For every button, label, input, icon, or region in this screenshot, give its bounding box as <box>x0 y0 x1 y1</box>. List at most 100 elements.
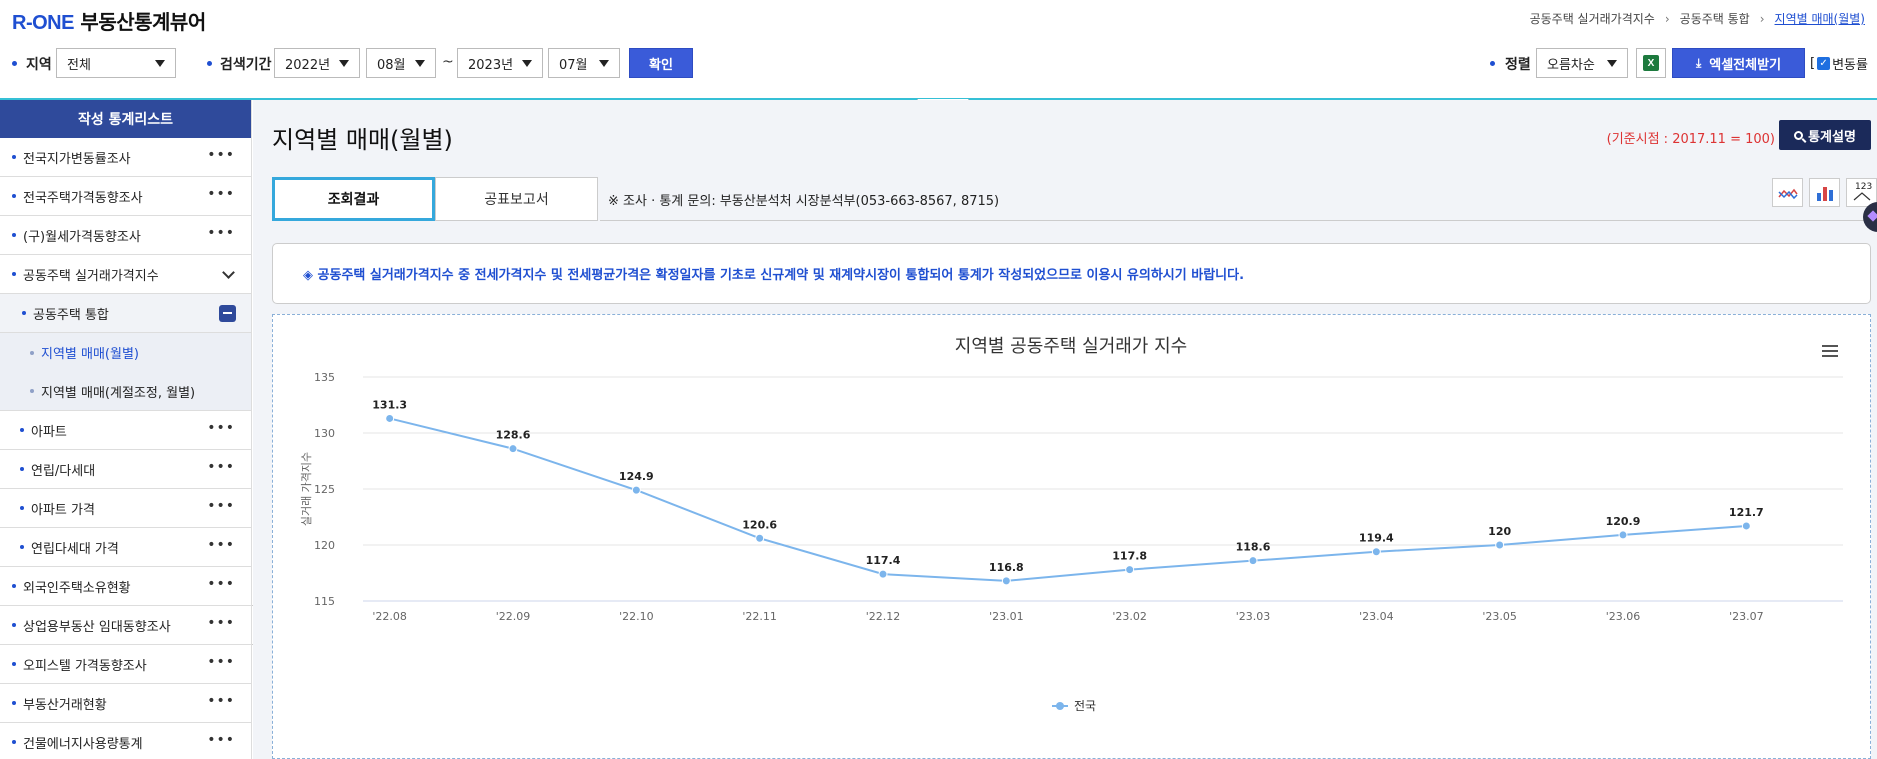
sidebar-leaf-active[interactable]: 지역별 매매(월별) <box>0 333 251 372</box>
x-tick-label: '23.04 <box>1359 610 1394 623</box>
confirm-button[interactable]: 확인 <box>629 48 693 78</box>
sidebar-subitem[interactable]: 연립/다세대 ••• <box>0 450 251 489</box>
more-icon[interactable]: ••• <box>207 693 235 709</box>
sidebar-item[interactable]: 상업용부동산 임대동향조사 ••• <box>0 606 251 645</box>
excel-icon: X <box>1643 55 1659 71</box>
sidebar-item-label: 아파트 <box>31 424 67 440</box>
table-icon <box>1853 192 1870 201</box>
chart-title: 지역별 공동주택 실거래가 지수 <box>955 336 1187 357</box>
sidebar-subitem[interactable]: 연립다세대 가격 ••• <box>0 528 251 567</box>
change-rate-toggle[interactable]: [ ✓ 변동률 <box>1810 54 1868 73</box>
start-month-select[interactable]: 08월 <box>366 48 436 78</box>
data-label: 120 <box>1488 525 1511 538</box>
start-year-value: 2022년 <box>285 57 331 73</box>
sidebar-item-expanded[interactable]: 공동주택 실거래가격지수 <box>0 255 251 294</box>
bullet-icon <box>20 545 24 549</box>
bullet-icon <box>20 506 24 510</box>
x-tick-label: '23.02 <box>1112 610 1147 623</box>
data-label: 119.4 <box>1359 532 1394 545</box>
change-rate-label: 변동률 <box>1832 58 1868 73</box>
sidebar-item-label: 지역별 매매(월별) <box>41 347 139 362</box>
sidebar-item[interactable]: 전국주택가격동향조사 ••• <box>0 177 251 216</box>
sidebar-subitem[interactable]: 아파트 ••• <box>0 411 251 450</box>
sidebar-item-label: 상업용부동산 임대동향조사 <box>23 619 171 635</box>
tab-results[interactable]: 조회결과 <box>272 177 435 221</box>
line-chart-icon <box>1777 188 1798 200</box>
menu-icon[interactable] <box>1822 345 1838 357</box>
end-year-value: 2023년 <box>468 57 514 73</box>
sidebar-item[interactable]: (구)월세가격동향조사 ••• <box>0 216 251 255</box>
y-tick-label: 120 <box>314 539 335 552</box>
data-label: 120.9 <box>1606 515 1641 528</box>
sidebar-item[interactable]: 오피스텔 가격동향조사 ••• <box>0 645 251 684</box>
logo-text: 부동산통계뷰어 <box>80 10 206 34</box>
sort-select[interactable]: 오름차순 <box>1536 48 1628 78</box>
excel-download-button[interactable]: ⤓ 엑셀전체받기 <box>1672 48 1805 78</box>
data-label: 117.8 <box>1112 550 1147 563</box>
sidebar-item-label: 전국주택가격동향조사 <box>23 190 143 206</box>
sidebar-item[interactable]: 외국인주택소유현황 ••• <box>0 567 251 606</box>
table-view-icon: 123 <box>1855 182 1873 192</box>
more-icon[interactable]: ••• <box>207 459 235 475</box>
bullet-icon <box>12 623 16 627</box>
more-icon[interactable]: ••• <box>207 576 235 592</box>
chevron-right-icon: › <box>1759 11 1765 26</box>
inquiry-contact: ※ 조사 · 통계 문의: 부동산분석처 시장분석부(053-663-8567,… <box>608 194 1000 209</box>
assistant-fab-icon[interactable] <box>1863 202 1877 232</box>
end-year-select[interactable]: 2023년 <box>457 48 543 78</box>
caret-down-icon <box>339 59 349 67</box>
caret-down-icon <box>1607 59 1617 67</box>
more-icon[interactable]: ••• <box>207 732 235 748</box>
main-content: 지역별 매매(월별) (기준시점 : 2017.11 = 100) 통계설명 조… <box>253 100 1877 759</box>
more-icon[interactable]: ••• <box>207 186 235 202</box>
sidebar-item[interactable]: 건물에너지사용량통계 ••• <box>0 723 251 759</box>
sidebar-item-label: 부동산거래현황 <box>23 697 107 713</box>
breadcrumb-item[interactable]: 공동주택 통합 <box>1679 12 1750 26</box>
bar-icon-part <box>1828 190 1833 201</box>
tab-divider <box>600 220 1877 221</box>
end-month-select[interactable]: 07월 <box>548 48 620 78</box>
y-tick-label: 130 <box>314 427 335 440</box>
checkbox-checked-icon[interactable]: ✓ <box>1817 57 1831 70</box>
x-tick-label: '23.07 <box>1729 610 1764 623</box>
excel-icon-button[interactable]: X <box>1636 48 1666 78</box>
bullet-icon <box>12 194 16 198</box>
stat-description-label: 통계설명 <box>1808 129 1856 145</box>
minus-icon[interactable] <box>219 305 236 322</box>
more-icon[interactable]: ••• <box>207 225 235 241</box>
bullet-icon <box>12 155 16 159</box>
breadcrumb-current[interactable]: 지역별 매매(월별) <box>1774 12 1865 26</box>
stat-description-button[interactable]: 통계설명 <box>1779 120 1871 150</box>
more-icon[interactable]: ••• <box>207 498 235 514</box>
bullet-icon <box>12 740 16 744</box>
bar-chart-view-button[interactable] <box>1809 178 1840 207</box>
sidebar-item-label: 아파트 가격 <box>31 502 95 518</box>
more-icon[interactable]: ••• <box>207 147 235 163</box>
sidebar-leaf[interactable]: 지역별 매매(계절조정, 월별) <box>0 372 251 411</box>
bar-icon-part <box>1822 187 1827 201</box>
region-label: 지역 <box>26 57 52 73</box>
sidebar-subitem[interactable]: 아파트 가격 ••• <box>0 489 251 528</box>
sidebar-subitem[interactable]: 공동주택 통합 <box>0 294 251 333</box>
data-point <box>1001 576 1011 586</box>
sidebar-item[interactable]: 전국지가변동률조사 ••• <box>0 138 251 177</box>
y-tick-label: 125 <box>314 483 335 496</box>
app-logo[interactable]: R-ONE 부동산통계뷰어 <box>12 6 206 35</box>
more-icon[interactable]: ••• <box>207 537 235 553</box>
breadcrumb-item[interactable]: 공동주택 실거래가격지수 <box>1529 12 1655 26</box>
more-icon[interactable]: ••• <box>207 420 235 436</box>
bullet-icon <box>22 311 26 315</box>
more-icon[interactable]: ••• <box>207 654 235 670</box>
more-icon[interactable]: ••• <box>207 615 235 631</box>
sidebar-item[interactable]: 부동산거래현황 ••• <box>0 684 251 723</box>
region-select[interactable]: 전체 <box>56 48 176 78</box>
data-label: 121.7 <box>1729 506 1764 519</box>
x-tick-label: '23.03 <box>1236 610 1271 623</box>
data-label: 118.6 <box>1236 541 1271 554</box>
start-month-value: 08월 <box>377 57 406 73</box>
tab-report[interactable]: 공표보고서 <box>435 177 598 221</box>
start-year-select[interactable]: 2022년 <box>274 48 360 78</box>
line-chart-view-button[interactable] <box>1772 178 1803 207</box>
caret-down-icon <box>522 59 532 67</box>
x-tick-label: '22.08 <box>372 610 407 623</box>
